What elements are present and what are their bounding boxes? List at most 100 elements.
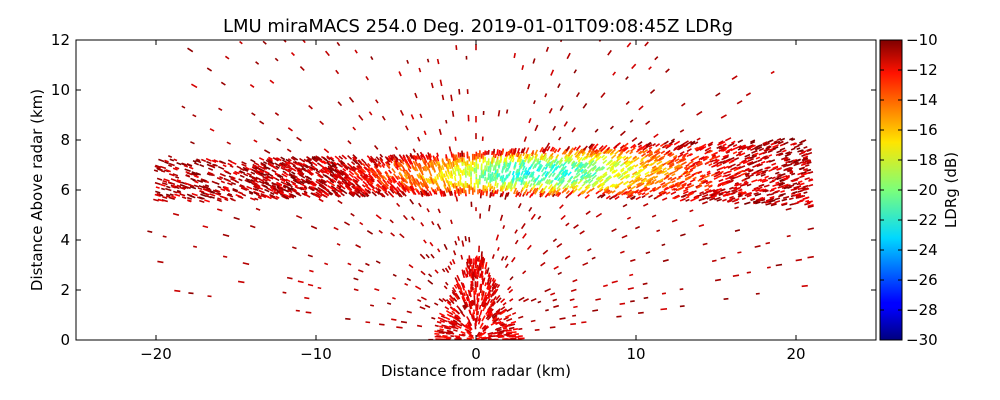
cloud-gate [771,176,776,180]
cloud-gate [530,171,535,177]
cloud-gate [515,192,519,198]
noise-gate [464,303,468,308]
cloud-gate [301,183,307,188]
noise-gate [507,286,512,291]
noise-gate [324,262,329,266]
cloud-gate [758,147,765,152]
cloud-gate [705,146,712,151]
cloud-gate [441,164,445,171]
cloud-gate [602,144,608,151]
cloud-gate [170,178,177,182]
clutter-gate [481,275,484,280]
cloud-gate [457,169,460,175]
cloud-gate [494,182,497,187]
cloud-gate [782,195,790,200]
cloud-gate [783,183,789,187]
cloud-gate [154,193,161,197]
clutter-gate [476,311,479,316]
noise-gate [353,277,359,281]
clutter-gate [498,321,504,325]
cloud-gate [676,184,681,188]
clutter-gate [488,285,492,291]
noise-gate [263,149,271,154]
noise-gate [689,209,694,213]
noise-gate [168,155,173,158]
cloud-gate [251,177,258,182]
cloud-gate [503,157,506,164]
cloud-gate [770,203,777,207]
cloud-gate [324,170,330,175]
cloud-gate [377,175,382,180]
cloud-gate [187,183,195,188]
cloud-gate [687,184,695,189]
cloud-gate [224,198,229,202]
y-tick-label: 6 [60,181,70,199]
cloud-gate [681,154,687,159]
cloud-gate [169,158,175,162]
cloud-gate [301,179,307,184]
clutter-gate [497,311,502,315]
noise-gate [420,296,427,301]
cloud-gate [340,192,345,197]
cloud-gate [796,147,801,151]
cloud-gate [197,187,203,191]
cloud-gate [722,161,727,165]
noise-gate [573,224,579,229]
cloud-gate [304,169,311,174]
cloud-gate [541,177,545,182]
cloud-gate [297,186,303,191]
cloud-gate [391,179,396,184]
cloud-gate [377,160,382,165]
cloud-gate [539,155,544,161]
cloud-gate [785,158,791,162]
cloud-gate [614,149,620,155]
cloud-gate [352,158,358,165]
cloud-gate [593,143,599,149]
clutter-gate [502,327,508,330]
cloud-gate [439,191,443,197]
cloud-gate [364,192,370,197]
cloud-gate [268,156,273,161]
cloud-gate [462,169,466,176]
cloud-gate [725,150,731,154]
cloud-gate [494,190,497,194]
cloud-gate [168,196,176,200]
noise-gate [445,299,452,304]
cloud-gate [344,181,351,187]
cloud-gate [791,172,796,176]
cloud-gate [629,160,634,164]
cloud-gate [760,173,766,177]
cloud-gate [688,192,694,197]
cloud-gate [599,188,604,193]
noise-gate [665,68,670,73]
cloud-gate [637,141,643,146]
noise-gate [715,92,721,97]
clutter-gate [481,324,487,330]
noise-gate [582,102,588,109]
cloud-gate [516,191,521,196]
cloud-gate [683,144,688,148]
cloud-gate [755,156,761,160]
cloud-gate [741,197,746,201]
cloud-gate [248,191,254,195]
cloud-gate [390,157,394,162]
noise-gate [801,284,808,288]
cloud-gate [240,187,248,192]
cloud-gate [511,158,515,163]
cloud-gate [725,179,731,184]
cloud-gate [429,153,433,158]
cloud-gate [543,170,547,175]
clutter-gate [471,273,474,280]
cloud-gate [554,165,560,171]
cloud-gate [685,167,690,171]
cloud-gate [527,180,531,185]
clutter-gate [463,324,469,330]
cloud-gate [374,186,381,193]
cloud-gate [379,157,384,162]
cloud-gate [155,186,160,189]
noise-gate [723,297,729,300]
clutter-gate [484,261,488,269]
cloud-gate [522,165,526,171]
cloud-gate [673,195,681,200]
noise-gate [508,288,514,294]
